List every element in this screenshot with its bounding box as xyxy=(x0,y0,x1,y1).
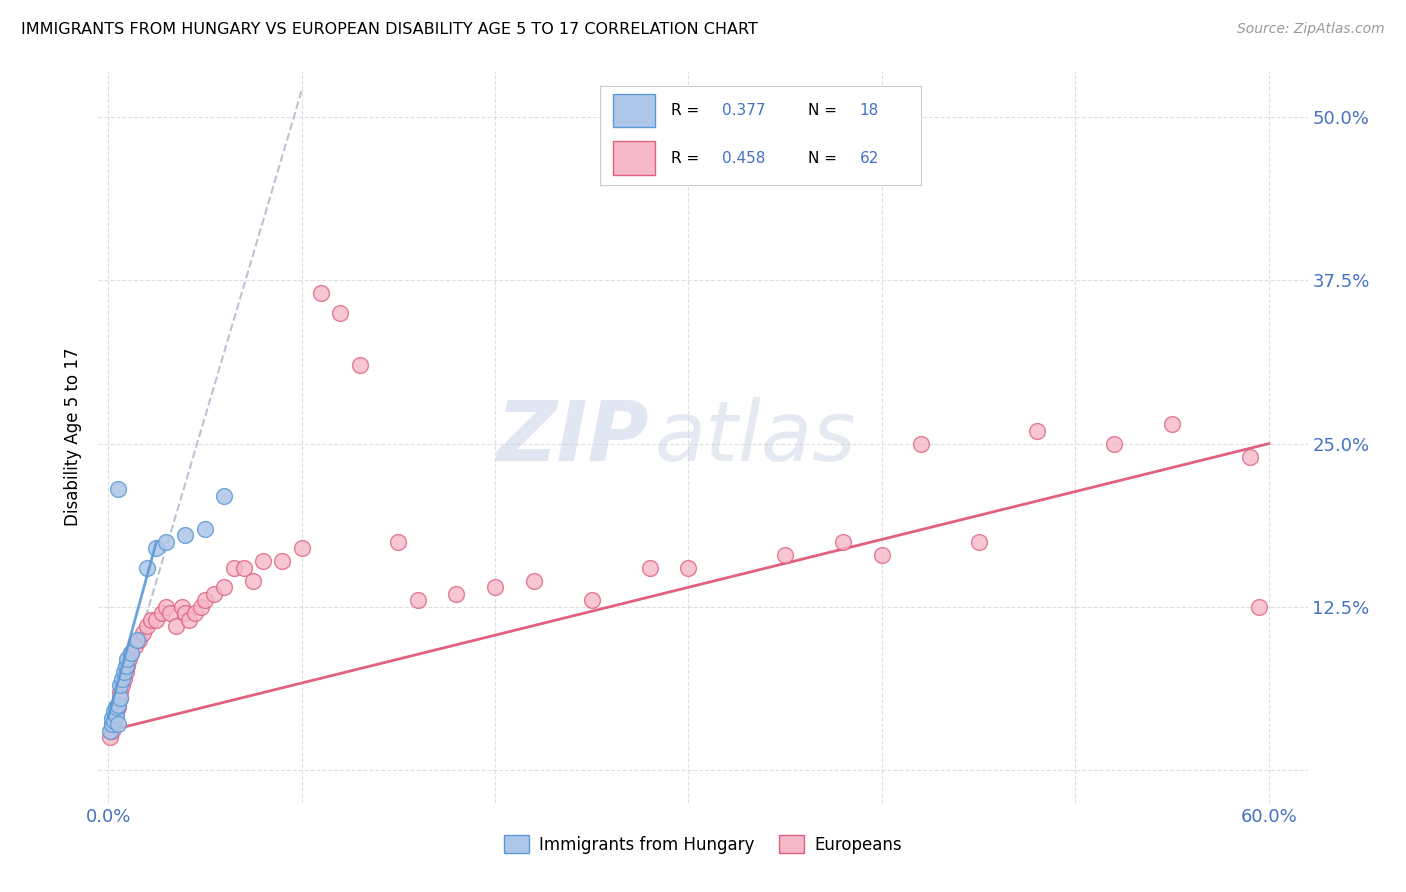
Point xyxy=(108,685,131,699)
Point xyxy=(104,708,127,723)
Point xyxy=(108,691,131,706)
Point xyxy=(117,652,139,666)
Point xyxy=(111,678,134,692)
Point xyxy=(103,705,125,719)
Point xyxy=(194,521,217,535)
Point xyxy=(329,306,352,320)
Point xyxy=(638,560,661,574)
Point xyxy=(120,646,142,660)
Legend: Immigrants from Hungary, Europeans: Immigrants from Hungary, Europeans xyxy=(498,829,908,860)
Point xyxy=(117,658,139,673)
Point xyxy=(159,607,181,621)
Y-axis label: Disability Age 5 to 17: Disability Age 5 to 17 xyxy=(65,348,83,526)
Point xyxy=(170,599,193,614)
Point xyxy=(204,587,226,601)
Point xyxy=(190,599,212,614)
Point xyxy=(174,528,197,542)
Point xyxy=(222,560,245,574)
Point xyxy=(309,286,332,301)
Point xyxy=(135,560,157,574)
Point xyxy=(101,723,124,738)
Point xyxy=(870,548,893,562)
Point xyxy=(179,613,201,627)
Point xyxy=(967,534,990,549)
Point xyxy=(194,593,217,607)
Point xyxy=(155,599,177,614)
Point xyxy=(132,626,155,640)
Point xyxy=(184,607,207,621)
Point xyxy=(104,700,127,714)
Point xyxy=(114,658,136,673)
Point xyxy=(145,541,167,555)
Point xyxy=(135,619,157,633)
Point xyxy=(832,534,855,549)
Point xyxy=(108,678,131,692)
Point xyxy=(112,665,135,680)
Text: atlas: atlas xyxy=(655,397,856,477)
Point xyxy=(150,607,173,621)
Point xyxy=(124,639,146,653)
Point xyxy=(773,548,796,562)
Point xyxy=(103,714,125,728)
Point xyxy=(112,672,135,686)
Point xyxy=(212,489,235,503)
Point xyxy=(98,723,121,738)
Point xyxy=(174,607,197,621)
Point xyxy=(349,358,371,372)
Point xyxy=(103,714,125,728)
Point xyxy=(290,541,312,555)
Point xyxy=(103,711,125,725)
Point xyxy=(139,613,162,627)
Point xyxy=(910,436,932,450)
Point xyxy=(127,632,149,647)
Text: IMMIGRANTS FROM HUNGARY VS EUROPEAN DISABILITY AGE 5 TO 17 CORRELATION CHART: IMMIGRANTS FROM HUNGARY VS EUROPEAN DISA… xyxy=(21,22,758,37)
Point xyxy=(1249,599,1271,614)
Point xyxy=(108,691,131,706)
Text: ZIP: ZIP xyxy=(496,397,648,477)
Point xyxy=(101,717,124,731)
Point xyxy=(107,698,129,712)
Point xyxy=(118,652,141,666)
Point xyxy=(101,711,124,725)
Point xyxy=(271,554,294,568)
Point xyxy=(107,717,129,731)
Point xyxy=(120,646,142,660)
Point xyxy=(101,717,124,731)
Point xyxy=(1102,436,1125,450)
Point xyxy=(406,593,429,607)
Point xyxy=(104,705,127,719)
Point xyxy=(581,593,603,607)
Point xyxy=(232,560,254,574)
Point xyxy=(212,580,235,594)
Point xyxy=(446,587,468,601)
Point xyxy=(104,708,127,723)
Point xyxy=(484,580,506,594)
Point xyxy=(128,632,150,647)
Point xyxy=(1239,450,1261,464)
Point xyxy=(107,700,129,714)
Point xyxy=(242,574,264,588)
Text: Source: ZipAtlas.com: Source: ZipAtlas.com xyxy=(1237,22,1385,37)
Point xyxy=(387,534,409,549)
Point xyxy=(1161,417,1184,431)
Point xyxy=(1025,424,1047,438)
Point xyxy=(165,619,187,633)
Point xyxy=(252,554,274,568)
Point xyxy=(111,672,134,686)
Point xyxy=(107,483,129,497)
Point xyxy=(114,665,136,680)
Point xyxy=(145,613,167,627)
Point xyxy=(155,534,177,549)
Point xyxy=(107,698,129,712)
Point xyxy=(523,574,546,588)
Point xyxy=(98,731,121,745)
Point xyxy=(678,560,700,574)
